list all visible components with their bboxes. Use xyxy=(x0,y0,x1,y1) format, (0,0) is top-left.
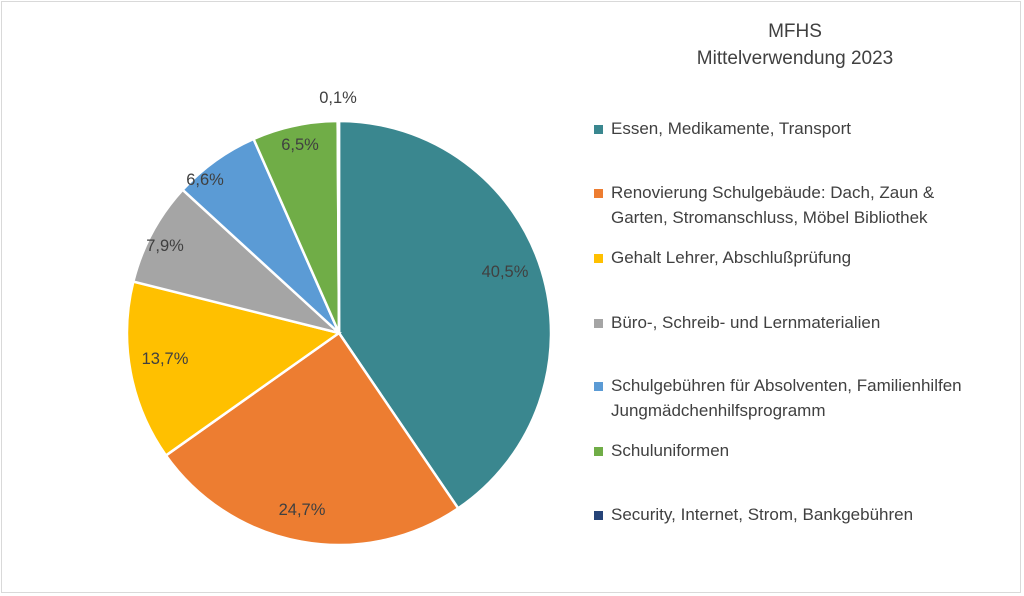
legend-swatch xyxy=(594,382,603,391)
chart-title-line-2: Mittelverwendung 2023 xyxy=(696,48,894,69)
data-label-1: 40,5% xyxy=(482,263,529,281)
pie-slice-4 xyxy=(131,188,340,335)
legend-label: Büro-, Schreib- und Lernmaterialien xyxy=(611,313,881,332)
data-label-6: 6,5% xyxy=(281,136,319,154)
legend-label: Security, Internet, Strom, Bankgebühren xyxy=(611,505,914,524)
pie-slice-3 xyxy=(125,280,342,458)
legend-item-3: Gehalt Lehrer, Abschlußprüfung xyxy=(594,245,851,270)
legend-swatch xyxy=(594,125,603,134)
legend-item-7: Security, Internet, Strom, Bankgebühren xyxy=(594,502,913,527)
pie-slice-7 xyxy=(336,119,341,334)
legend-item-2: Renovierung Schulgebäude: Dach, Zaun & G… xyxy=(594,180,934,230)
legend-item-6: Schuluniformen xyxy=(594,438,729,463)
legend-label: Gehalt Lehrer, Abschlußprüfung xyxy=(611,248,852,267)
legend-item-4: Büro-, Schreib- und Lernmaterialien xyxy=(594,310,880,335)
legend-item-1: Essen, Medikamente, Transport xyxy=(594,116,851,141)
pie-slice-1 xyxy=(337,119,553,511)
legend-swatch xyxy=(594,189,603,198)
data-label-7: 0,1% xyxy=(319,89,357,107)
data-label-5: 6,6% xyxy=(186,171,224,189)
legend-swatch xyxy=(594,447,603,456)
data-label-2: 24,7% xyxy=(279,501,326,519)
legend-label: Schuluniformen xyxy=(611,441,730,460)
legend-label: Essen, Medikamente, Transport xyxy=(611,119,852,138)
data-label-4: 7,9% xyxy=(146,237,184,255)
legend-item-5: Schulgebühren für Absolventen, Familienh… xyxy=(594,373,962,423)
chart-title: MFHS Mittelverwendung 2023 xyxy=(600,18,990,72)
legend-label: Schulgebühren für Absolventen, Familienh… xyxy=(611,376,962,420)
legend-swatch xyxy=(594,254,603,263)
legend-label: Renovierung Schulgebäude: Dach, Zaun & G… xyxy=(611,183,935,227)
data-label-3: 13,7% xyxy=(142,350,189,368)
chart-title-line-1: MFHS xyxy=(768,21,822,42)
legend-swatch xyxy=(594,511,603,520)
legend-swatch xyxy=(594,319,603,328)
pie-slice-2 xyxy=(164,331,460,547)
